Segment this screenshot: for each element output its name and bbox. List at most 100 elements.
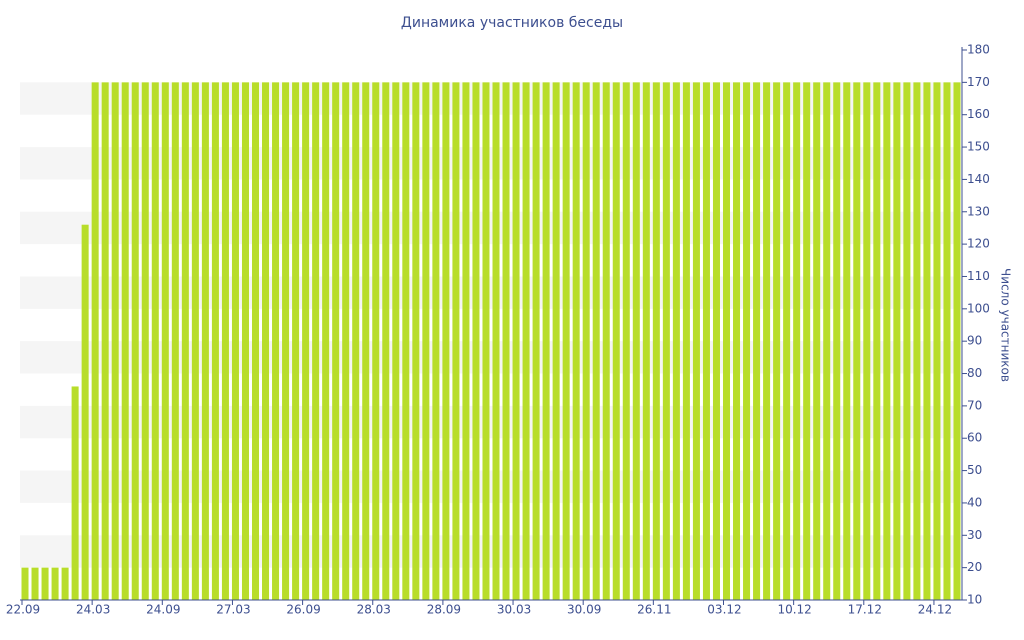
x-tick-label: 26.09: [286, 603, 320, 617]
x-tick-label: 27.03: [216, 603, 250, 617]
grid-band: [20, 147, 962, 180]
bar: [883, 82, 891, 600]
bar: [171, 82, 179, 600]
bar: [312, 82, 320, 600]
bar: [292, 82, 300, 600]
bar: [943, 82, 951, 600]
bar: [322, 82, 330, 600]
bar: [241, 82, 249, 600]
bar: [692, 82, 700, 600]
x-tick-label: 24.12: [918, 603, 952, 617]
x-tick-label: 30.09: [567, 603, 601, 617]
grid-band: [20, 211, 962, 245]
bar: [602, 82, 610, 600]
y-tick-label: 60: [967, 431, 982, 445]
y-tick-label: 110: [967, 269, 990, 283]
bar: [392, 82, 400, 600]
y-tick-label: 30: [967, 528, 982, 542]
bar: [41, 567, 49, 600]
bar: [51, 567, 59, 600]
bar: [592, 82, 600, 600]
bar: [552, 82, 560, 600]
y-tick-label: 160: [967, 107, 990, 121]
bar: [622, 82, 630, 600]
bar: [753, 82, 761, 600]
bar: [382, 82, 390, 600]
bar: [342, 82, 350, 600]
bar: [21, 567, 29, 600]
bar: [101, 82, 109, 600]
bar: [913, 82, 921, 600]
x-tick-label: 28.03: [357, 603, 391, 617]
bar: [432, 82, 440, 600]
bar: [743, 82, 751, 600]
bar: [31, 567, 39, 600]
bar: [562, 82, 570, 600]
bar: [131, 82, 139, 600]
bar: [282, 82, 290, 600]
bar: [572, 82, 580, 600]
bar: [61, 567, 69, 600]
x-tick-label: 17.12: [848, 603, 882, 617]
bar: [783, 82, 791, 600]
bar: [733, 82, 741, 600]
x-tick-label: 03.12: [707, 603, 741, 617]
bar: [422, 82, 430, 600]
bar: [853, 82, 861, 600]
bar: [833, 82, 841, 600]
y-tick-label: 10: [967, 593, 982, 607]
bar: [81, 224, 89, 601]
chart-title: Динамика участников беседы: [401, 15, 623, 31]
bar: [632, 82, 640, 600]
y-tick-label: 120: [967, 237, 990, 251]
bar: [793, 82, 801, 600]
bar: [262, 82, 270, 600]
y-axis-label: Число участников: [999, 268, 1013, 382]
bar: [582, 82, 590, 600]
bar: [412, 82, 420, 600]
bar: [823, 82, 831, 600]
y-tick-label: 90: [967, 334, 982, 348]
bar: [181, 82, 189, 600]
y-tick-label: 140: [967, 172, 990, 186]
bar: [191, 82, 199, 600]
y-tick-label: 80: [967, 366, 982, 380]
y-tick-label: 70: [967, 398, 982, 412]
bar: [482, 82, 490, 600]
bar: [121, 82, 129, 600]
bar: [813, 82, 821, 600]
bar: [933, 82, 941, 600]
y-tick-label: 20: [967, 560, 982, 574]
bar: [502, 82, 510, 600]
x-tick-label: 22.09: [6, 603, 40, 617]
bar: [903, 82, 911, 600]
bar: [352, 82, 360, 600]
x-tick-label: 28.09: [427, 603, 461, 617]
bar: [231, 82, 239, 600]
bar: [221, 82, 229, 600]
bar: [712, 82, 720, 600]
grid-band: [20, 535, 962, 568]
bar: [211, 82, 219, 600]
bar: [492, 82, 500, 600]
bar: [452, 82, 460, 600]
bar: [542, 82, 550, 600]
y-tick-label: 170: [967, 75, 990, 89]
x-tick-label: 24.09: [146, 603, 180, 617]
y-tick-label: 40: [967, 495, 982, 509]
bar: [332, 82, 340, 600]
bar: [201, 82, 209, 600]
bar: [803, 82, 811, 600]
bar: [702, 82, 710, 600]
bar: [953, 82, 961, 600]
x-tick-label: 30.03: [497, 603, 531, 617]
bar: [91, 82, 99, 600]
grid-band: [20, 470, 962, 503]
bar: [522, 82, 530, 600]
y-tick-label: 150: [967, 140, 990, 154]
bar: [272, 82, 280, 600]
bar: [662, 82, 670, 600]
x-tick-label: 10.12: [777, 603, 811, 617]
